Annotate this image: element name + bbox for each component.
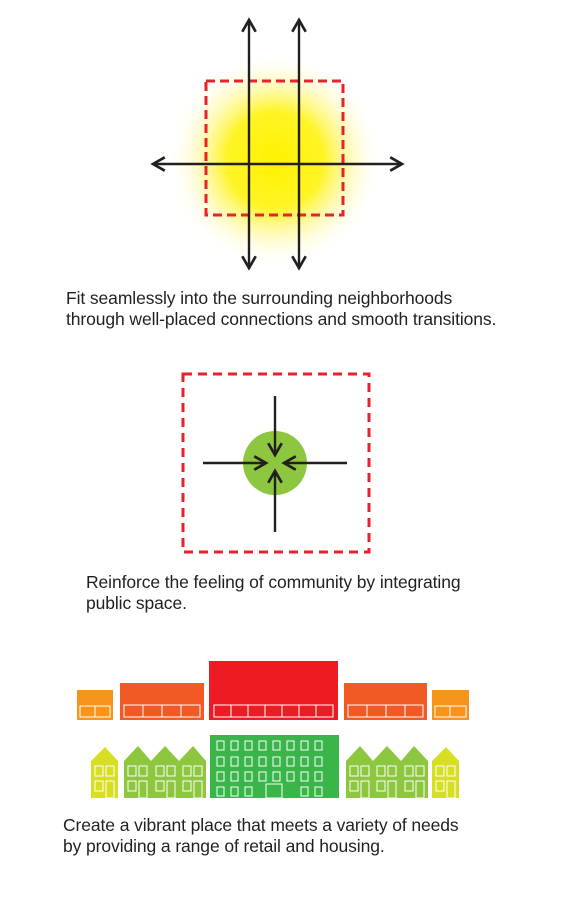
retail-housing-illustration [77,661,469,799]
storefront-icon [344,683,427,720]
storefront-icon [77,690,113,720]
house-icon [124,746,206,799]
caption-line: Create a vibrant place that meets a vari… [63,815,459,835]
storefront-icon [209,661,338,720]
public-plaza-circle [243,431,307,495]
caption-line: Reinforce the feeling of community by in… [86,572,461,592]
house-icon [432,747,459,799]
community-caption: Reinforce the feeling of community by in… [86,572,461,614]
public-space-dashed-box [181,372,371,554]
connections-panel: Fit seamlessly into the surrounding neig… [0,0,577,340]
house-icon [91,747,118,799]
housing-row [91,735,459,799]
yellow-glow [167,52,383,268]
site-boundary-dashed-box [204,79,345,217]
community-panel: Reinforce the feeling of community by in… [0,360,577,620]
caption-line: Fit seamlessly into the surrounding neig… [66,288,453,308]
apartment-building-icon [210,735,339,799]
caption-line: public space. [86,593,187,613]
caption-line: through well-placed connections and smoo… [66,309,497,329]
connections-caption: Fit seamlessly into the surrounding neig… [66,288,496,330]
house-icon [346,746,428,799]
storefront-icon [120,683,204,720]
community-diagram [181,372,371,554]
vibrant-place-caption: Create a vibrant place that meets a vari… [63,815,459,857]
connections-diagram [150,17,405,271]
caption-line: by providing a range of retail and housi… [63,836,385,856]
vibrant-place-panel: Create a vibrant place that meets a vari… [0,650,577,900]
retail-row [77,661,469,720]
storefront-icon [432,690,469,720]
